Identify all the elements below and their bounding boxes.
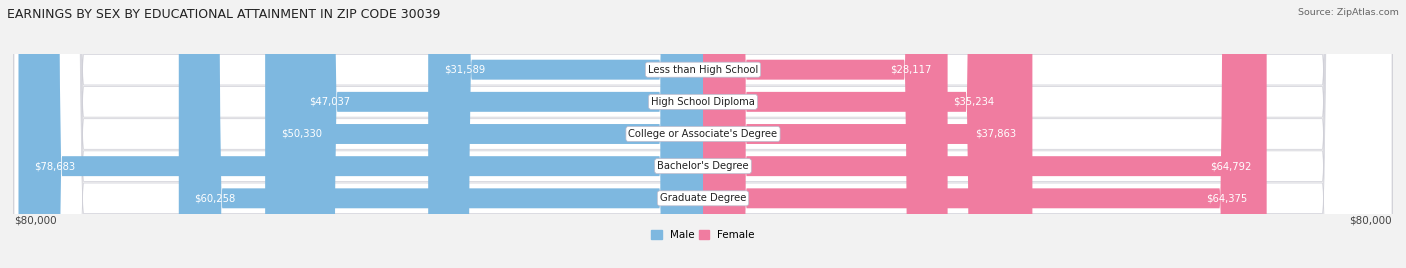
Text: $28,117: $28,117 (890, 65, 932, 75)
FancyBboxPatch shape (179, 0, 703, 268)
FancyBboxPatch shape (266, 0, 703, 268)
Text: $31,589: $31,589 (444, 65, 485, 75)
Text: $80,000: $80,000 (1350, 215, 1392, 225)
Text: $35,234: $35,234 (953, 97, 994, 107)
FancyBboxPatch shape (429, 0, 703, 268)
FancyBboxPatch shape (14, 0, 1392, 268)
FancyBboxPatch shape (14, 0, 1392, 268)
Text: $64,375: $64,375 (1206, 193, 1247, 203)
Text: Bachelor's Degree: Bachelor's Degree (657, 161, 749, 171)
FancyBboxPatch shape (703, 0, 1263, 268)
Text: College or Associate's Degree: College or Associate's Degree (628, 129, 778, 139)
Text: Graduate Degree: Graduate Degree (659, 193, 747, 203)
Text: $80,000: $80,000 (14, 215, 56, 225)
FancyBboxPatch shape (18, 0, 703, 268)
FancyBboxPatch shape (294, 0, 703, 268)
Text: $78,683: $78,683 (34, 161, 76, 171)
Text: $64,792: $64,792 (1209, 161, 1251, 171)
FancyBboxPatch shape (14, 0, 1392, 268)
Text: High School Diploma: High School Diploma (651, 97, 755, 107)
FancyBboxPatch shape (703, 0, 948, 268)
FancyBboxPatch shape (14, 0, 1392, 268)
FancyBboxPatch shape (703, 0, 1267, 268)
Text: EARNINGS BY SEX BY EDUCATIONAL ATTAINMENT IN ZIP CODE 30039: EARNINGS BY SEX BY EDUCATIONAL ATTAINMEN… (7, 8, 440, 21)
Legend: Male, Female: Male, Female (647, 226, 759, 245)
FancyBboxPatch shape (703, 0, 1010, 268)
FancyBboxPatch shape (14, 0, 1392, 268)
Text: $47,037: $47,037 (309, 97, 350, 107)
Text: Less than High School: Less than High School (648, 65, 758, 75)
Text: $50,330: $50,330 (281, 129, 322, 139)
Text: Source: ZipAtlas.com: Source: ZipAtlas.com (1298, 8, 1399, 17)
Text: $37,863: $37,863 (976, 129, 1017, 139)
Text: $60,258: $60,258 (194, 193, 236, 203)
FancyBboxPatch shape (703, 0, 1032, 268)
